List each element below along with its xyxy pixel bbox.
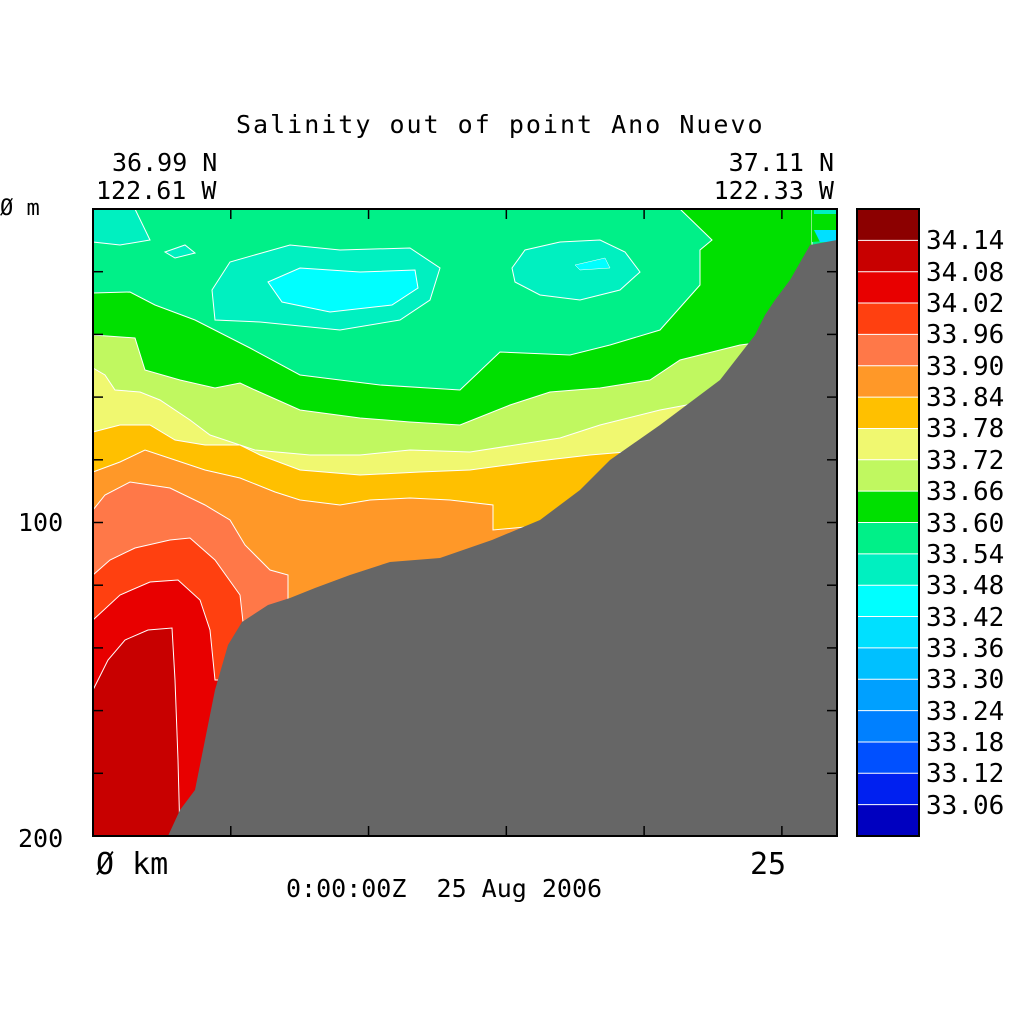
colorbar-label-33.78: 33.78 <box>926 414 1005 445</box>
colorbar-swatch-10 <box>857 522 919 555</box>
colorbar-swatch-15 <box>857 679 919 712</box>
colorbar-swatch-1 <box>857 240 919 273</box>
y-tick-label-100: 100 <box>18 508 64 537</box>
chart-title: Salinity out of point Ano Nuevo <box>236 110 765 139</box>
timestamp: 0:00:00Z 25 Aug 2006 <box>286 874 603 903</box>
land-mask <box>168 240 837 836</box>
colorbar-label-34.14: 34.14 <box>926 226 1005 257</box>
colorbar-swatch-9 <box>857 491 919 523</box>
end-longitude: 122.33 W <box>713 176 834 205</box>
band-33.42-patch-right <box>574 257 611 271</box>
contour-field <box>92 208 837 837</box>
colorbar-swatch-11 <box>857 553 919 586</box>
colorbar-swatch-6 <box>857 397 919 429</box>
colorbar-swatch-18 <box>857 773 919 806</box>
band-33.48-small <box>163 244 197 259</box>
colorbar-label-33.06: 33.06 <box>926 790 1005 821</box>
colorbar-label-34.08: 34.08 <box>926 257 1005 288</box>
y-tick-label-0: Ø m <box>0 196 40 221</box>
colorbar-swatch-14 <box>857 647 919 680</box>
x-tick-label-0: Ø km <box>96 847 169 882</box>
colorbar-label-33.24: 33.24 <box>926 696 1005 727</box>
x-axis-ticks <box>92 209 783 836</box>
colorbar-frame <box>856 208 920 837</box>
colorbar-label-33.30: 33.30 <box>926 665 1005 696</box>
colorbar-label-33.66: 33.66 <box>926 477 1005 508</box>
colorbar-label-33.96: 33.96 <box>926 320 1005 351</box>
colorbar-label-34.02: 34.02 <box>926 289 1005 320</box>
colorbar-label-33.72: 33.72 <box>926 445 1005 476</box>
band-33.42-core <box>267 267 419 313</box>
colorbar-swatch-17 <box>857 741 919 774</box>
end-latitude: 37.11 N <box>728 148 834 177</box>
colorbar-swatch-16 <box>857 710 919 743</box>
colorbar-label-33.12: 33.12 <box>926 759 1005 790</box>
colorbar-swatch-4 <box>857 334 919 367</box>
colorbar-swatch-0 <box>857 209 919 241</box>
colorbar-label-33.48: 33.48 <box>926 571 1005 602</box>
colorbar-swatch-12 <box>857 585 919 618</box>
y-tick-label-200: 200 <box>18 824 64 853</box>
colorbar-swatch-13 <box>857 616 919 649</box>
colorbar-swatch-19 <box>857 804 919 837</box>
start-latitude: 36.99 N <box>112 148 218 177</box>
colorbar-label-33.36: 33.36 <box>926 633 1005 664</box>
colorbar-label-33.84: 33.84 <box>926 383 1005 414</box>
colorbar-swatch-2 <box>857 271 919 304</box>
colorbar-label-33.18: 33.18 <box>926 727 1005 758</box>
colorbar-label-33.60: 33.60 <box>926 508 1005 539</box>
colorbar-swatch-8 <box>857 459 919 492</box>
band-33.48-patch-right <box>511 239 641 301</box>
y-axis-ticks <box>93 208 837 837</box>
band-33.36-corner <box>814 230 836 242</box>
colorbar-swatch-5 <box>857 365 919 398</box>
colorbar-label-33.42: 33.42 <box>926 602 1005 633</box>
colorbar-label-33.90: 33.90 <box>926 351 1005 382</box>
colorbar <box>856 208 920 837</box>
start-longitude: 122.61 W <box>96 176 217 205</box>
band-33.48-corner <box>814 209 836 214</box>
colorbar-label-33.54: 33.54 <box>926 539 1005 570</box>
x-tick-label-25: 25 <box>750 847 787 882</box>
colorbar-swatch-7 <box>857 428 919 461</box>
colorbar-swatch-3 <box>857 303 919 335</box>
